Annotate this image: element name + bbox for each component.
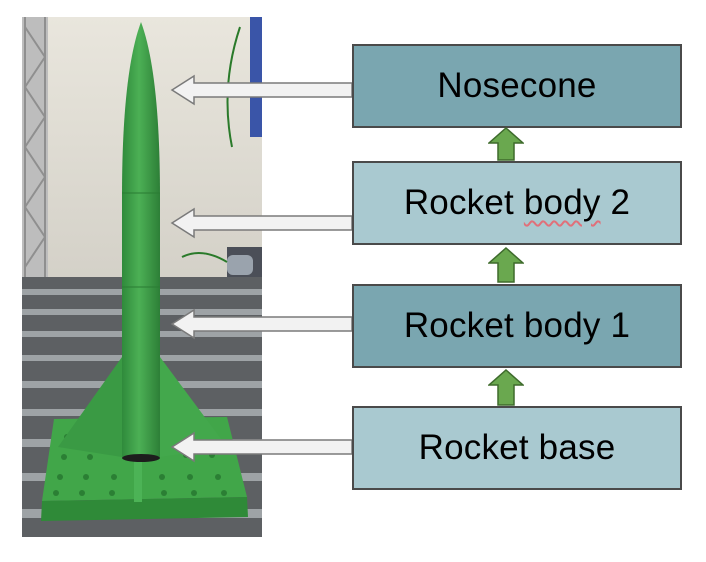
block-rocket-base: Rocket base xyxy=(352,406,682,490)
pointer-arrow-rocket-body-2 xyxy=(170,207,353,239)
label-part: 2 xyxy=(600,183,631,222)
up-arrow-base-to-body1 xyxy=(488,369,524,406)
block-nosecone: Nosecone xyxy=(352,44,682,128)
pointer-arrow-nosecone xyxy=(170,74,353,106)
block-nosecone-label: Nosecone xyxy=(437,66,597,105)
block-rocket-base-label: Rocket base xyxy=(418,428,616,467)
spellcheck-word: body xyxy=(523,183,601,222)
block-rocket-body-1: Rocket body 1 xyxy=(352,284,682,368)
up-arrow-body1-to-body2 xyxy=(488,247,524,283)
pointer-arrow-rocket-base xyxy=(170,431,353,463)
pointer-arrow-rocket-body-1 xyxy=(170,308,353,340)
block-rocket-body-2-label: Rocket body 2 xyxy=(404,183,630,223)
label-part: Rocket xyxy=(403,183,524,222)
block-rocket-body-2: Rocket body 2 xyxy=(352,161,682,245)
rocket-photo xyxy=(22,17,262,537)
block-rocket-body-1-label: Rocket body 1 xyxy=(403,306,631,345)
up-arrow-body2-to-nosecone xyxy=(488,127,524,161)
